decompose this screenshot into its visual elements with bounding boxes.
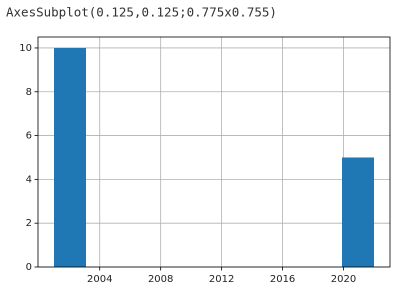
x-tick-label: 2004 [87, 274, 112, 285]
y-tick-label: 0 [26, 262, 32, 273]
x-tick-label: 2008 [148, 274, 173, 285]
axes-frame [37, 36, 391, 268]
y-tick-label: 2 [26, 218, 32, 229]
y-tick-label: 4 [26, 174, 32, 185]
y-tick-label: 10 [19, 43, 32, 54]
x-tick-label: 2020 [331, 274, 356, 285]
x-tick-label: 2016 [270, 274, 295, 285]
y-tick-label: 6 [26, 131, 32, 142]
y-tick-label: 8 [26, 87, 32, 98]
x-tick-label: 2012 [209, 274, 234, 285]
bar [54, 47, 86, 268]
output-text: AxesSubplot(0.125,0.125;0.775x0.755) [6, 5, 277, 20]
bar [342, 157, 374, 267]
